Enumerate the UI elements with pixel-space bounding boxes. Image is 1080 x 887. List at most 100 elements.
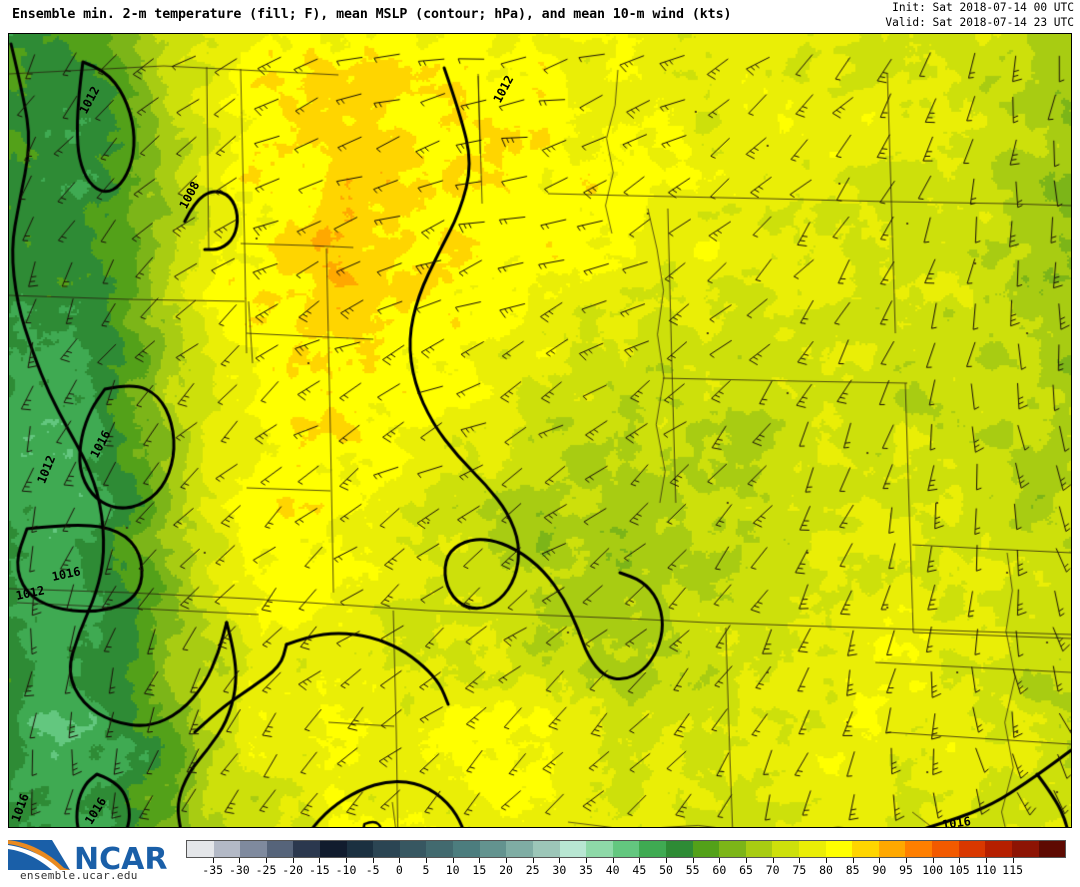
colorbar-tick-label: 85 bbox=[845, 863, 860, 877]
contour-label: 1016 bbox=[9, 792, 32, 824]
colorbar-swatch bbox=[320, 841, 347, 857]
colorbar-swatch bbox=[1011, 841, 1039, 857]
colorbar-tick bbox=[426, 858, 427, 863]
colorbar-tick-label: -30 bbox=[228, 863, 250, 877]
colorbar-swatch bbox=[453, 841, 480, 857]
colorbar-tick-label: -5 bbox=[365, 863, 380, 877]
ncar-logo-text: NCAR bbox=[74, 842, 167, 877]
colorbar-swatch bbox=[958, 841, 986, 857]
colorbar-tick-label: 0 bbox=[395, 863, 403, 877]
colorbar-tick-label: 65 bbox=[739, 863, 753, 877]
colorbar-tick-label: 55 bbox=[685, 863, 700, 877]
colorbar-tick bbox=[559, 858, 561, 863]
map-panel[interactable]: 1012100810121012101610161012101610161012… bbox=[8, 33, 1072, 828]
colorbar-tick bbox=[452, 858, 454, 863]
colorbar-tick-label: 110 bbox=[975, 863, 997, 877]
valid-time-label: Valid: Sat 2018-07-14 23 UTC bbox=[885, 15, 1074, 29]
colorbar-tick bbox=[826, 858, 827, 863]
colorbar-swatch bbox=[559, 841, 587, 857]
colorbar-swatch bbox=[639, 841, 666, 857]
contour-label-group: 1012100810121012101610161012101610161012… bbox=[9, 73, 972, 828]
colorbar-swatch bbox=[905, 841, 933, 857]
colorbar-swatch bbox=[240, 841, 267, 857]
contour-label: 1012 bbox=[34, 453, 58, 485]
colorbar-tick bbox=[506, 858, 507, 863]
colorbar-tick bbox=[932, 858, 934, 863]
colorbar-tick bbox=[666, 858, 667, 863]
colorbar: -35 -30 -25 -20 -15 -10 -5 0 5 10 15 20 25 30 35 40 45 50… bbox=[186, 840, 1066, 884]
colorbar-tick bbox=[346, 858, 347, 863]
contour-label: 1008 bbox=[177, 179, 203, 211]
colorbar-tick-label: 10 bbox=[445, 863, 460, 877]
colorbar-ticks bbox=[186, 858, 1066, 864]
colorbar-tick bbox=[906, 858, 907, 863]
map-render-canvas[interactable] bbox=[9, 34, 1071, 827]
valid-time-block: Init: Sat 2018-07-14 00 UTC Valid: Sat 2… bbox=[885, 1, 1074, 30]
colorbar-swatch bbox=[532, 841, 560, 857]
colorbar-tick bbox=[799, 858, 801, 863]
colorbar-tick-label: 30 bbox=[552, 863, 567, 877]
colorbar-swatch bbox=[346, 841, 374, 857]
colorbar-tick bbox=[586, 858, 587, 863]
init-time-label: Init: Sat 2018-07-14 00 UTC bbox=[892, 1, 1074, 14]
colorbar-tick-label: 105 bbox=[948, 863, 970, 877]
colorbar-tick bbox=[612, 858, 614, 863]
colorbar-tick bbox=[479, 858, 481, 863]
colorbar-swatch bbox=[745, 841, 773, 857]
colorbar-tick bbox=[639, 858, 641, 863]
contour-label: 1016 bbox=[51, 564, 82, 584]
colorbar-tick bbox=[319, 858, 321, 863]
ncar-logo[interactable]: NCAR bbox=[6, 836, 174, 884]
colorbar-tick bbox=[292, 858, 294, 863]
colorbar-tick-label: -35 bbox=[202, 863, 224, 877]
colorbar-tick-label: -25 bbox=[255, 863, 277, 877]
colorbar-tick-label: 70 bbox=[765, 863, 780, 877]
colorbar-tick-label: 35 bbox=[579, 863, 593, 877]
contour-label: 1012 bbox=[15, 583, 46, 603]
colorbar-swatch bbox=[772, 841, 800, 857]
colorbar-tick bbox=[692, 858, 694, 863]
colorbar-swatch bbox=[373, 841, 400, 857]
contour-label: 1012 bbox=[491, 73, 517, 105]
colorbar-tick-label: 95 bbox=[899, 863, 913, 877]
colorbar-swatch bbox=[799, 841, 826, 857]
colorbar-tick-label: 60 bbox=[712, 863, 727, 877]
colorbar-tick bbox=[719, 858, 721, 863]
colorbar-tick-label: 45 bbox=[632, 863, 647, 877]
contour-label: 1016 bbox=[941, 814, 972, 828]
colorbar-swatch bbox=[719, 841, 746, 857]
colorbar-swatch bbox=[293, 841, 321, 857]
colorbar-swatch bbox=[506, 841, 533, 857]
colorbar-swatches bbox=[186, 840, 1066, 858]
colorbar-tick bbox=[959, 858, 961, 863]
colorbar-swatch bbox=[612, 841, 640, 857]
colorbar-tick bbox=[266, 858, 267, 863]
colorbar-swatch bbox=[825, 841, 853, 857]
colorbar-swatch bbox=[479, 841, 507, 857]
colorbar-tick bbox=[212, 858, 214, 863]
contour-label: 1016 bbox=[82, 795, 109, 827]
colorbar-swatch bbox=[426, 841, 454, 857]
colorbar-swatch bbox=[852, 841, 879, 857]
colorbar-tick-label: 15 bbox=[472, 863, 487, 877]
ncar-url-label[interactable]: ensemble.ucar.edu bbox=[20, 869, 138, 882]
colorbar-tick-label: 90 bbox=[872, 863, 887, 877]
colorbar-swatch bbox=[266, 841, 294, 857]
colorbar-swatch bbox=[213, 841, 241, 857]
colorbar-swatch bbox=[932, 841, 959, 857]
colorbar-tick bbox=[746, 858, 747, 863]
colorbar-tick bbox=[852, 858, 854, 863]
colorbar-tick bbox=[879, 858, 881, 863]
map-overlay-layer: 1012100810121012101610161012101610161012… bbox=[9, 73, 972, 828]
contour-label: 1016 bbox=[88, 428, 114, 460]
colorbar-tick bbox=[372, 858, 374, 863]
colorbar-tick-label: 115 bbox=[1002, 863, 1024, 877]
colorbar-swatch bbox=[985, 841, 1012, 857]
page-title: Ensemble min. 2-m temperature (fill; F),… bbox=[12, 7, 732, 22]
colorbar-swatch bbox=[878, 841, 906, 857]
colorbar-tick bbox=[772, 858, 774, 863]
colorbar-tick-label: 40 bbox=[605, 863, 620, 877]
colorbar-swatch bbox=[586, 841, 613, 857]
colorbar-tick bbox=[399, 858, 401, 863]
colorbar-tick-label: 20 bbox=[499, 863, 513, 877]
